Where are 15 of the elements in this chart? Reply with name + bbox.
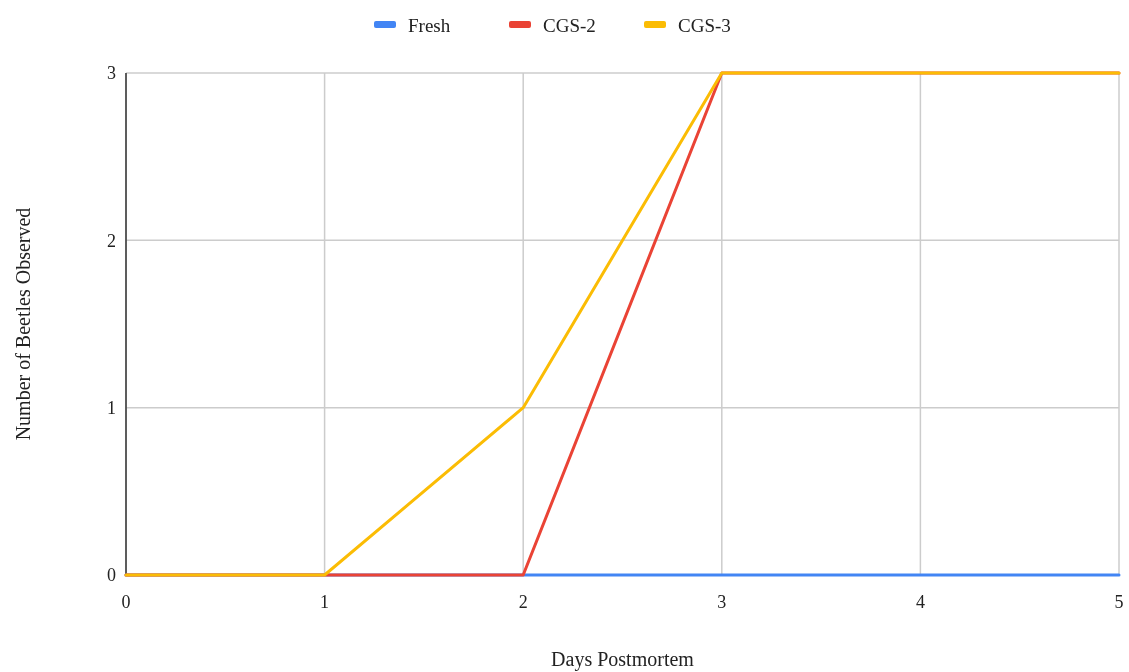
y-tick-label: 3 (107, 63, 116, 84)
x-tick-label: 4 (915, 592, 925, 612)
x-axis-title: Days Postmortem (551, 648, 695, 671)
x-tick-label: 1 (320, 592, 330, 612)
legend-label: CGS-3 (678, 14, 731, 36)
legend-label: Fresh (408, 14, 451, 36)
y-tick-label: 0 (107, 565, 116, 586)
y-axis-title: Number of Beetles Observed (12, 207, 34, 441)
x-tick-label: 2 (518, 592, 528, 612)
y-tick-label: 2 (107, 230, 116, 251)
x-tick-label: 0 (121, 592, 131, 612)
legend-label: CGS-2 (543, 14, 596, 36)
x-tick-label: 5 (1114, 592, 1124, 612)
x-tick-label: 3 (717, 592, 727, 612)
y-tick-label: 1 (107, 397, 116, 418)
